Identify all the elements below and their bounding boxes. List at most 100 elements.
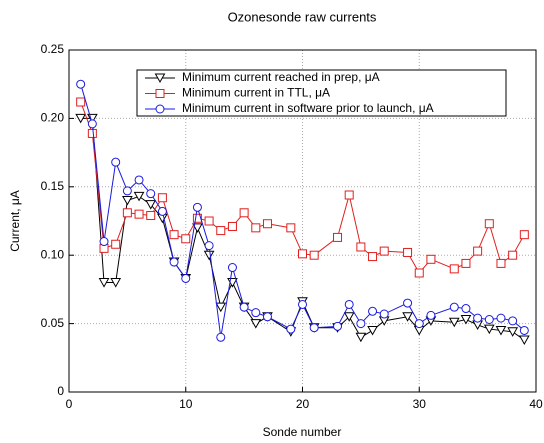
marker <box>250 319 262 329</box>
marker <box>460 314 472 325</box>
x-axis-label: Sonde number <box>263 425 342 439</box>
marker <box>155 104 165 114</box>
marker <box>145 200 157 210</box>
marker <box>110 278 122 288</box>
marker <box>298 299 307 309</box>
x-tick-label: 30 <box>413 397 427 411</box>
marker <box>356 242 366 252</box>
marker <box>426 310 436 320</box>
marker <box>344 190 354 200</box>
marker <box>157 193 167 203</box>
marker <box>309 250 319 260</box>
marker <box>344 299 354 309</box>
x-tick-label: 10 <box>179 397 193 411</box>
marker <box>262 219 272 229</box>
marker <box>122 186 132 196</box>
marker <box>343 312 355 322</box>
marker <box>379 309 389 319</box>
marker <box>203 250 215 261</box>
marker <box>216 332 226 342</box>
marker <box>461 258 471 268</box>
marker <box>181 234 191 244</box>
marker <box>122 208 132 218</box>
x-tick-label: 20 <box>296 397 310 411</box>
marker <box>356 319 366 329</box>
legend-box <box>136 69 507 117</box>
marker <box>414 268 424 278</box>
marker <box>403 247 413 257</box>
marker <box>251 308 261 318</box>
marker <box>355 332 367 343</box>
marker <box>507 327 519 337</box>
marker <box>368 306 378 316</box>
marker <box>473 246 483 256</box>
marker <box>239 208 249 218</box>
marker <box>216 226 226 236</box>
marker <box>426 254 436 264</box>
marker <box>155 89 165 98</box>
series-line <box>80 101 525 274</box>
marker <box>298 249 307 259</box>
marker <box>169 230 179 240</box>
marker <box>215 302 227 313</box>
marker <box>227 263 237 273</box>
marker <box>495 325 507 336</box>
marker <box>333 321 343 331</box>
marker <box>518 335 530 346</box>
marker <box>286 223 296 233</box>
marker <box>403 298 413 308</box>
marker <box>496 258 506 268</box>
marker <box>379 246 389 256</box>
marker <box>75 113 87 124</box>
x-tick-label: 40 <box>529 397 543 411</box>
marker <box>192 223 203 233</box>
marker <box>367 325 378 336</box>
marker <box>98 278 110 288</box>
marker <box>204 216 214 226</box>
marker <box>402 312 413 322</box>
marker <box>519 325 529 335</box>
marker <box>192 213 202 223</box>
marker <box>519 230 529 240</box>
marker <box>484 219 494 229</box>
marker <box>227 221 237 231</box>
marker <box>508 316 518 326</box>
marker <box>111 157 121 167</box>
marker <box>122 195 133 206</box>
marker <box>146 211 156 221</box>
marker <box>309 323 319 333</box>
marker <box>251 223 261 233</box>
legend-label: Minimum current reached in prep, μA <box>182 70 380 84</box>
marker <box>461 304 471 314</box>
y-tick-label: 0.25 <box>41 42 65 56</box>
marker <box>484 314 494 324</box>
marker <box>449 264 459 274</box>
marker <box>333 232 343 242</box>
marker <box>87 128 97 138</box>
marker <box>76 97 86 107</box>
y-tick-label: 0.20 <box>41 111 65 125</box>
y-tick-label: 0.15 <box>41 179 65 193</box>
marker <box>111 239 121 249</box>
marker <box>286 324 296 334</box>
chart-title: Ozonesonde raw currents <box>228 9 377 24</box>
marker <box>133 191 145 202</box>
marker <box>134 175 144 185</box>
marker <box>76 79 86 89</box>
x-tick-label: 0 <box>66 397 73 411</box>
y-tick-label: 0 <box>57 384 64 398</box>
marker <box>262 312 272 322</box>
marker <box>473 313 483 323</box>
marker <box>134 209 144 219</box>
y-tick-label: 0.05 <box>41 316 65 330</box>
plot-frame <box>68 49 537 393</box>
marker <box>449 302 459 312</box>
marker <box>368 252 378 262</box>
marker <box>192 202 202 212</box>
y-tick-label: 0.10 <box>41 247 65 261</box>
marker <box>87 119 97 129</box>
marker <box>483 324 495 335</box>
legend-label: Minimum current in software prior to lau… <box>182 101 434 115</box>
